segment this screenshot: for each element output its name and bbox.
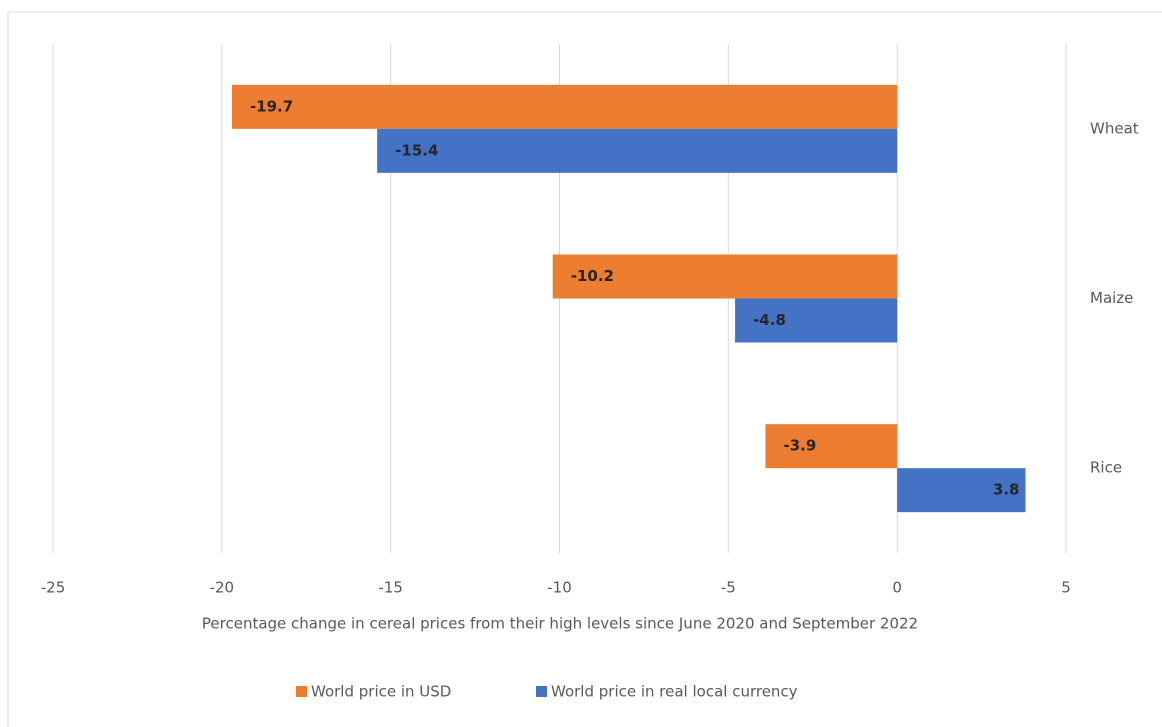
legend-label: World price in real local currency xyxy=(551,683,798,701)
x-tick-label: -5 xyxy=(721,579,736,597)
data-label: -10.2 xyxy=(571,267,614,285)
legend-swatch xyxy=(296,686,307,697)
category-label: Rice xyxy=(1090,459,1122,477)
bar xyxy=(377,128,898,173)
x-tick-label: -20 xyxy=(210,579,235,597)
category-label: Maize xyxy=(1090,289,1133,307)
bar xyxy=(735,298,898,343)
chart-border xyxy=(7,11,1162,727)
x-tick-label: 0 xyxy=(892,579,902,597)
bar xyxy=(897,468,1026,513)
x-tick-label: -25 xyxy=(41,579,66,597)
bar xyxy=(231,84,898,129)
data-label: -15.4 xyxy=(395,141,438,159)
x-tick-label: -15 xyxy=(378,579,403,597)
data-label: 3.8 xyxy=(993,481,1020,499)
data-label: -3.9 xyxy=(783,437,816,455)
x-tick-label: 5 xyxy=(1061,579,1071,597)
x-tick-label: -10 xyxy=(547,579,572,597)
data-label: -19.7 xyxy=(250,97,293,115)
bar xyxy=(765,424,898,469)
data-label: -4.8 xyxy=(753,311,786,329)
legend-label: World price in USD xyxy=(311,683,451,701)
x-axis-title: Percentage change in cereal prices from … xyxy=(202,615,918,633)
bar xyxy=(552,254,898,299)
category-label: Wheat xyxy=(1090,119,1139,137)
legend-swatch xyxy=(536,686,547,697)
